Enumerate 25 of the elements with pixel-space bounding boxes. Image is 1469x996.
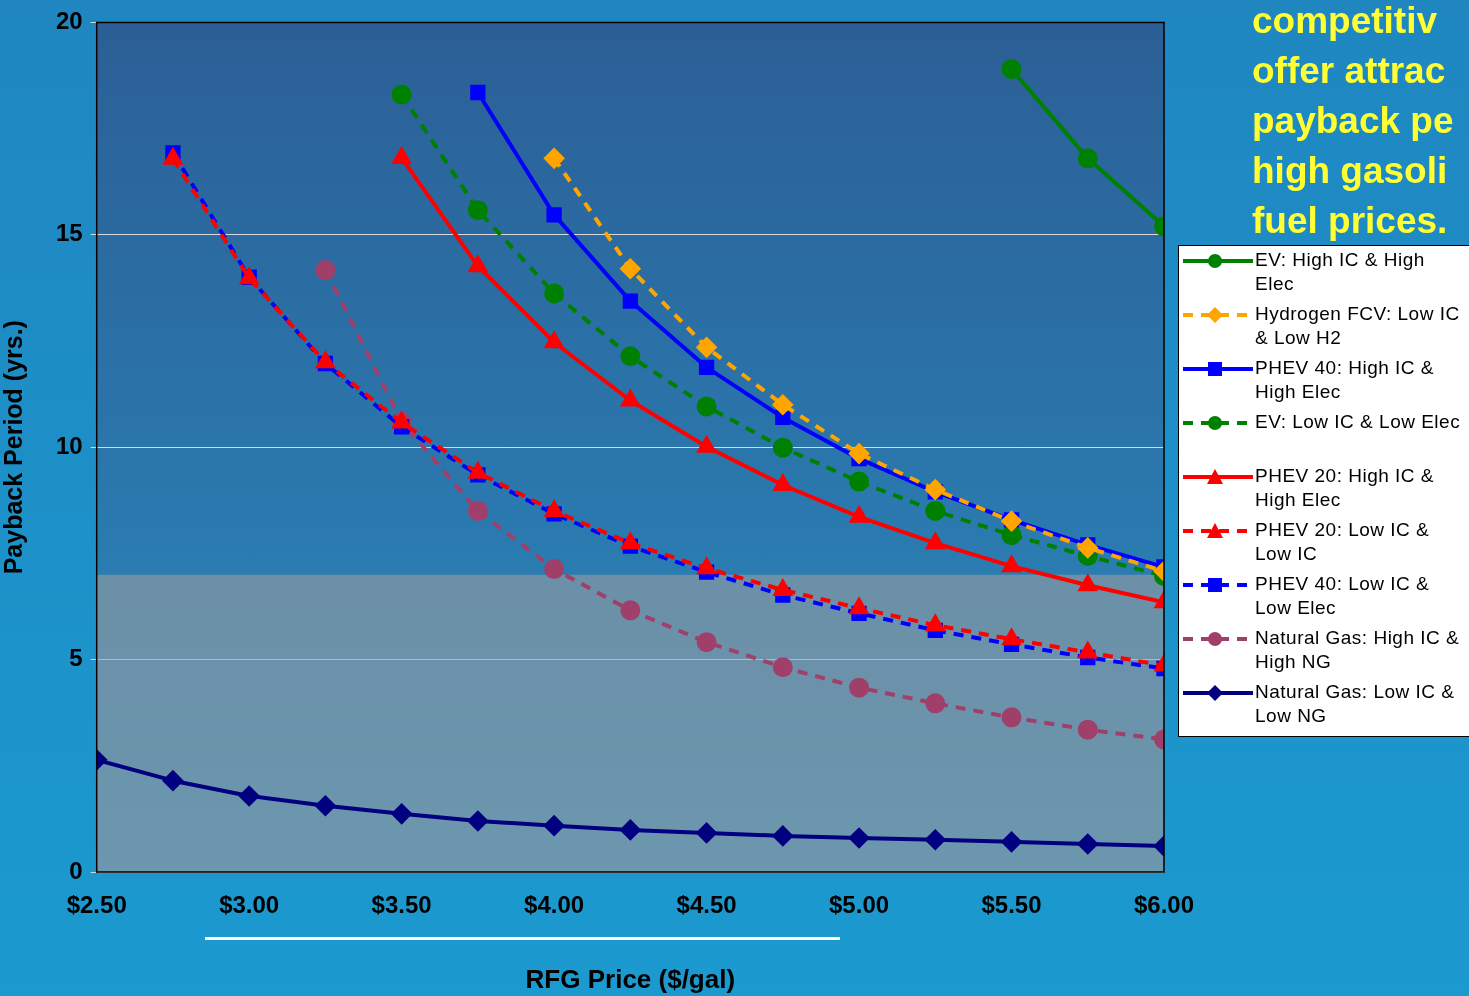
y-tick-label: 20	[55, 7, 83, 35]
x-tick-label: $2.50	[66, 891, 127, 919]
legend-label: PHEV 20: Low IC & Low IC	[1255, 518, 1431, 566]
x-tick-label: $6.00	[1133, 891, 1195, 919]
legend-label: EV: Low IC & Low Elec	[1255, 410, 1461, 434]
y-tick-label: 5	[69, 644, 83, 672]
legend-label: PHEV 40: High IC & High Elec	[1255, 356, 1436, 404]
x-tick-label: $4.00	[524, 891, 585, 919]
y-tick-label: 15	[55, 219, 83, 247]
legend-label: Natural Gas: Low IC & Low NG	[1255, 680, 1456, 728]
x-tick-label: $5.50	[981, 891, 1042, 919]
legend-label: Hydrogen FCV: Low IC & Low H2	[1255, 302, 1461, 350]
y-tick-label: 10	[55, 431, 83, 459]
x-axis-title: RFG Price ($/gal)	[525, 963, 736, 994]
x-tick-label: $3.50	[371, 891, 432, 919]
legend-label: EV: High IC & High Elec	[1255, 248, 1426, 296]
y-axis-title: Payback Period (yrs.)	[0, 320, 27, 575]
legend-label: PHEV 20: High IC & High Elec	[1255, 464, 1436, 512]
x-tick-label: $3.00	[219, 891, 280, 919]
y-tick-label: 0	[69, 856, 83, 884]
legend-label: Natural Gas: High IC & High NG	[1255, 626, 1461, 674]
x-tick-label: $5.00	[829, 891, 890, 919]
text: competitiv offer attrac payback pe high gasoli fuel prices.	[1252, 0, 1455, 243]
legend-label: PHEV 40: Low IC & Low Elec	[1255, 572, 1431, 620]
x-tick-label: $4.50	[676, 891, 737, 919]
